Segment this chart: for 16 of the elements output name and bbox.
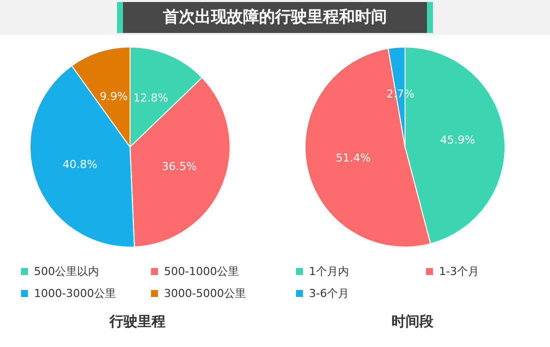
data-label: 36.5%: [162, 160, 197, 174]
legend-label: 1个月内: [309, 265, 349, 278]
data-label: 40.8%: [62, 158, 98, 171]
data-label: 45.9%: [440, 134, 476, 147]
data-label: 12.8%: [133, 92, 168, 105]
legend-label: 500-1000公里: [164, 265, 239, 278]
legend-label: 3000-5000公里: [164, 287, 246, 300]
chart-title: 首次出现故障的行驶里程和时间: [117, 2, 433, 33]
text: 时间段: [392, 314, 434, 330]
legend-label: 500公里以内: [34, 265, 99, 278]
legend-label: 3-6个月: [309, 287, 349, 300]
text: 行驶里程: [108, 314, 166, 330]
legend-label: 1-3个月: [439, 265, 479, 278]
legend-label: 1000-3000公里: [34, 287, 116, 300]
data-label: 9.9%: [100, 90, 128, 104]
data-label: 51.4%: [336, 152, 371, 165]
